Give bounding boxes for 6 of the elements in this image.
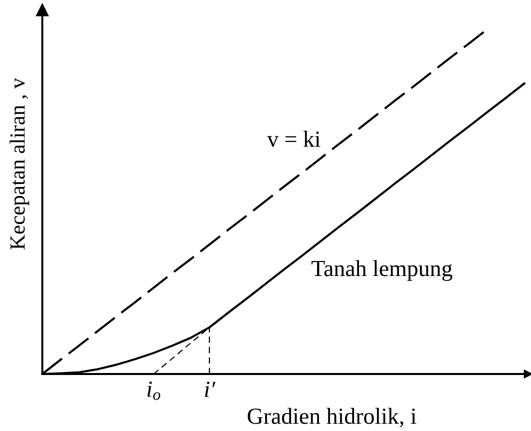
series-label: v = ki — [267, 130, 320, 147]
series-label: Tanah lempung — [312, 260, 452, 281]
y-axis-title: Kecepatan aliran , v — [10, 78, 30, 250]
x-axis-title: Gradien hidrolik, i — [248, 408, 416, 428]
x-tick-label: i′ — [205, 382, 216, 397]
x-tick-label: i$_{o}$ — [147, 381, 160, 400]
